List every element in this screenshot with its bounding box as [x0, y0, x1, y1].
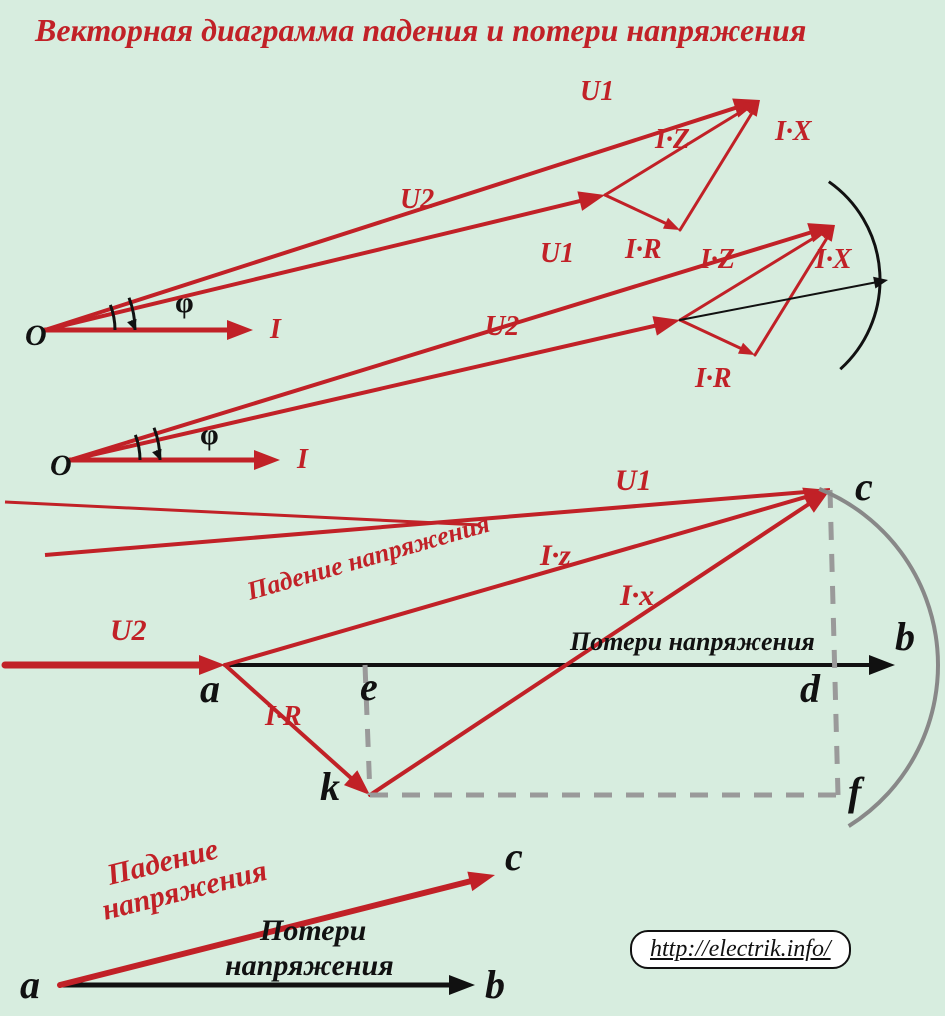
- svg-text:I·R: I·R: [624, 234, 662, 265]
- svg-text:I·Z: I·Z: [654, 124, 690, 155]
- svg-text:I·R: I·R: [694, 363, 732, 394]
- svg-text:f: f: [848, 769, 865, 814]
- diagram-stage: Oφ I U2 U1 I·Z I·X I·R Oφ I U2 U1 I·Z I·X I·R U2 U1 I·z I…: [0, 0, 945, 1016]
- svg-text:φ: φ: [200, 418, 219, 451]
- diagram-title: Векторная диаграмма падения и потери нап…: [35, 12, 806, 49]
- svg-text:напряжения: напряжения: [225, 949, 394, 982]
- svg-text:U1: U1: [615, 464, 652, 497]
- svg-text:I·X: I·X: [774, 116, 813, 147]
- svg-text:φ: φ: [175, 286, 194, 319]
- svg-text:U2: U2: [400, 184, 434, 215]
- svg-text:I·Z: I·Z: [699, 244, 735, 275]
- source-link[interactable]: http://electrik.info/: [630, 930, 851, 969]
- svg-text:c: c: [505, 834, 523, 879]
- svg-text:I·x: I·x: [619, 579, 654, 612]
- svg-text:Падение напряжения: Падение напряжения: [243, 509, 493, 606]
- svg-text:I·X: I·X: [814, 244, 853, 275]
- svg-text:a: a: [200, 666, 220, 711]
- svg-text:b: b: [485, 962, 505, 1007]
- svg-text:c: c: [855, 464, 873, 509]
- svg-text:b: b: [895, 614, 915, 659]
- svg-text:d: d: [800, 666, 821, 711]
- svg-text:U1: U1: [540, 238, 574, 269]
- svg-text:a: a: [20, 962, 40, 1007]
- svg-text:O: O: [25, 319, 47, 352]
- svg-text:e: e: [360, 664, 378, 709]
- svg-text:I: I: [269, 314, 282, 345]
- svg-text:Потери напряжения: Потери напряжения: [569, 627, 815, 656]
- svg-text:O: O: [50, 449, 72, 482]
- svg-text:U2: U2: [485, 311, 519, 342]
- svg-text:I·R: I·R: [264, 701, 302, 732]
- vector-diagram-svg: Oφ I U2 U1 I·Z I·X I·R Oφ I U2 U1 I·Z I·X I·R U2 U1 I·z I…: [0, 0, 945, 1016]
- svg-text:Потери: Потери: [259, 914, 366, 947]
- svg-text:U2: U2: [110, 614, 147, 647]
- svg-text:I·z: I·z: [539, 539, 571, 572]
- svg-text:U1: U1: [580, 76, 614, 107]
- svg-text:k: k: [320, 764, 340, 809]
- svg-text:I: I: [296, 444, 309, 475]
